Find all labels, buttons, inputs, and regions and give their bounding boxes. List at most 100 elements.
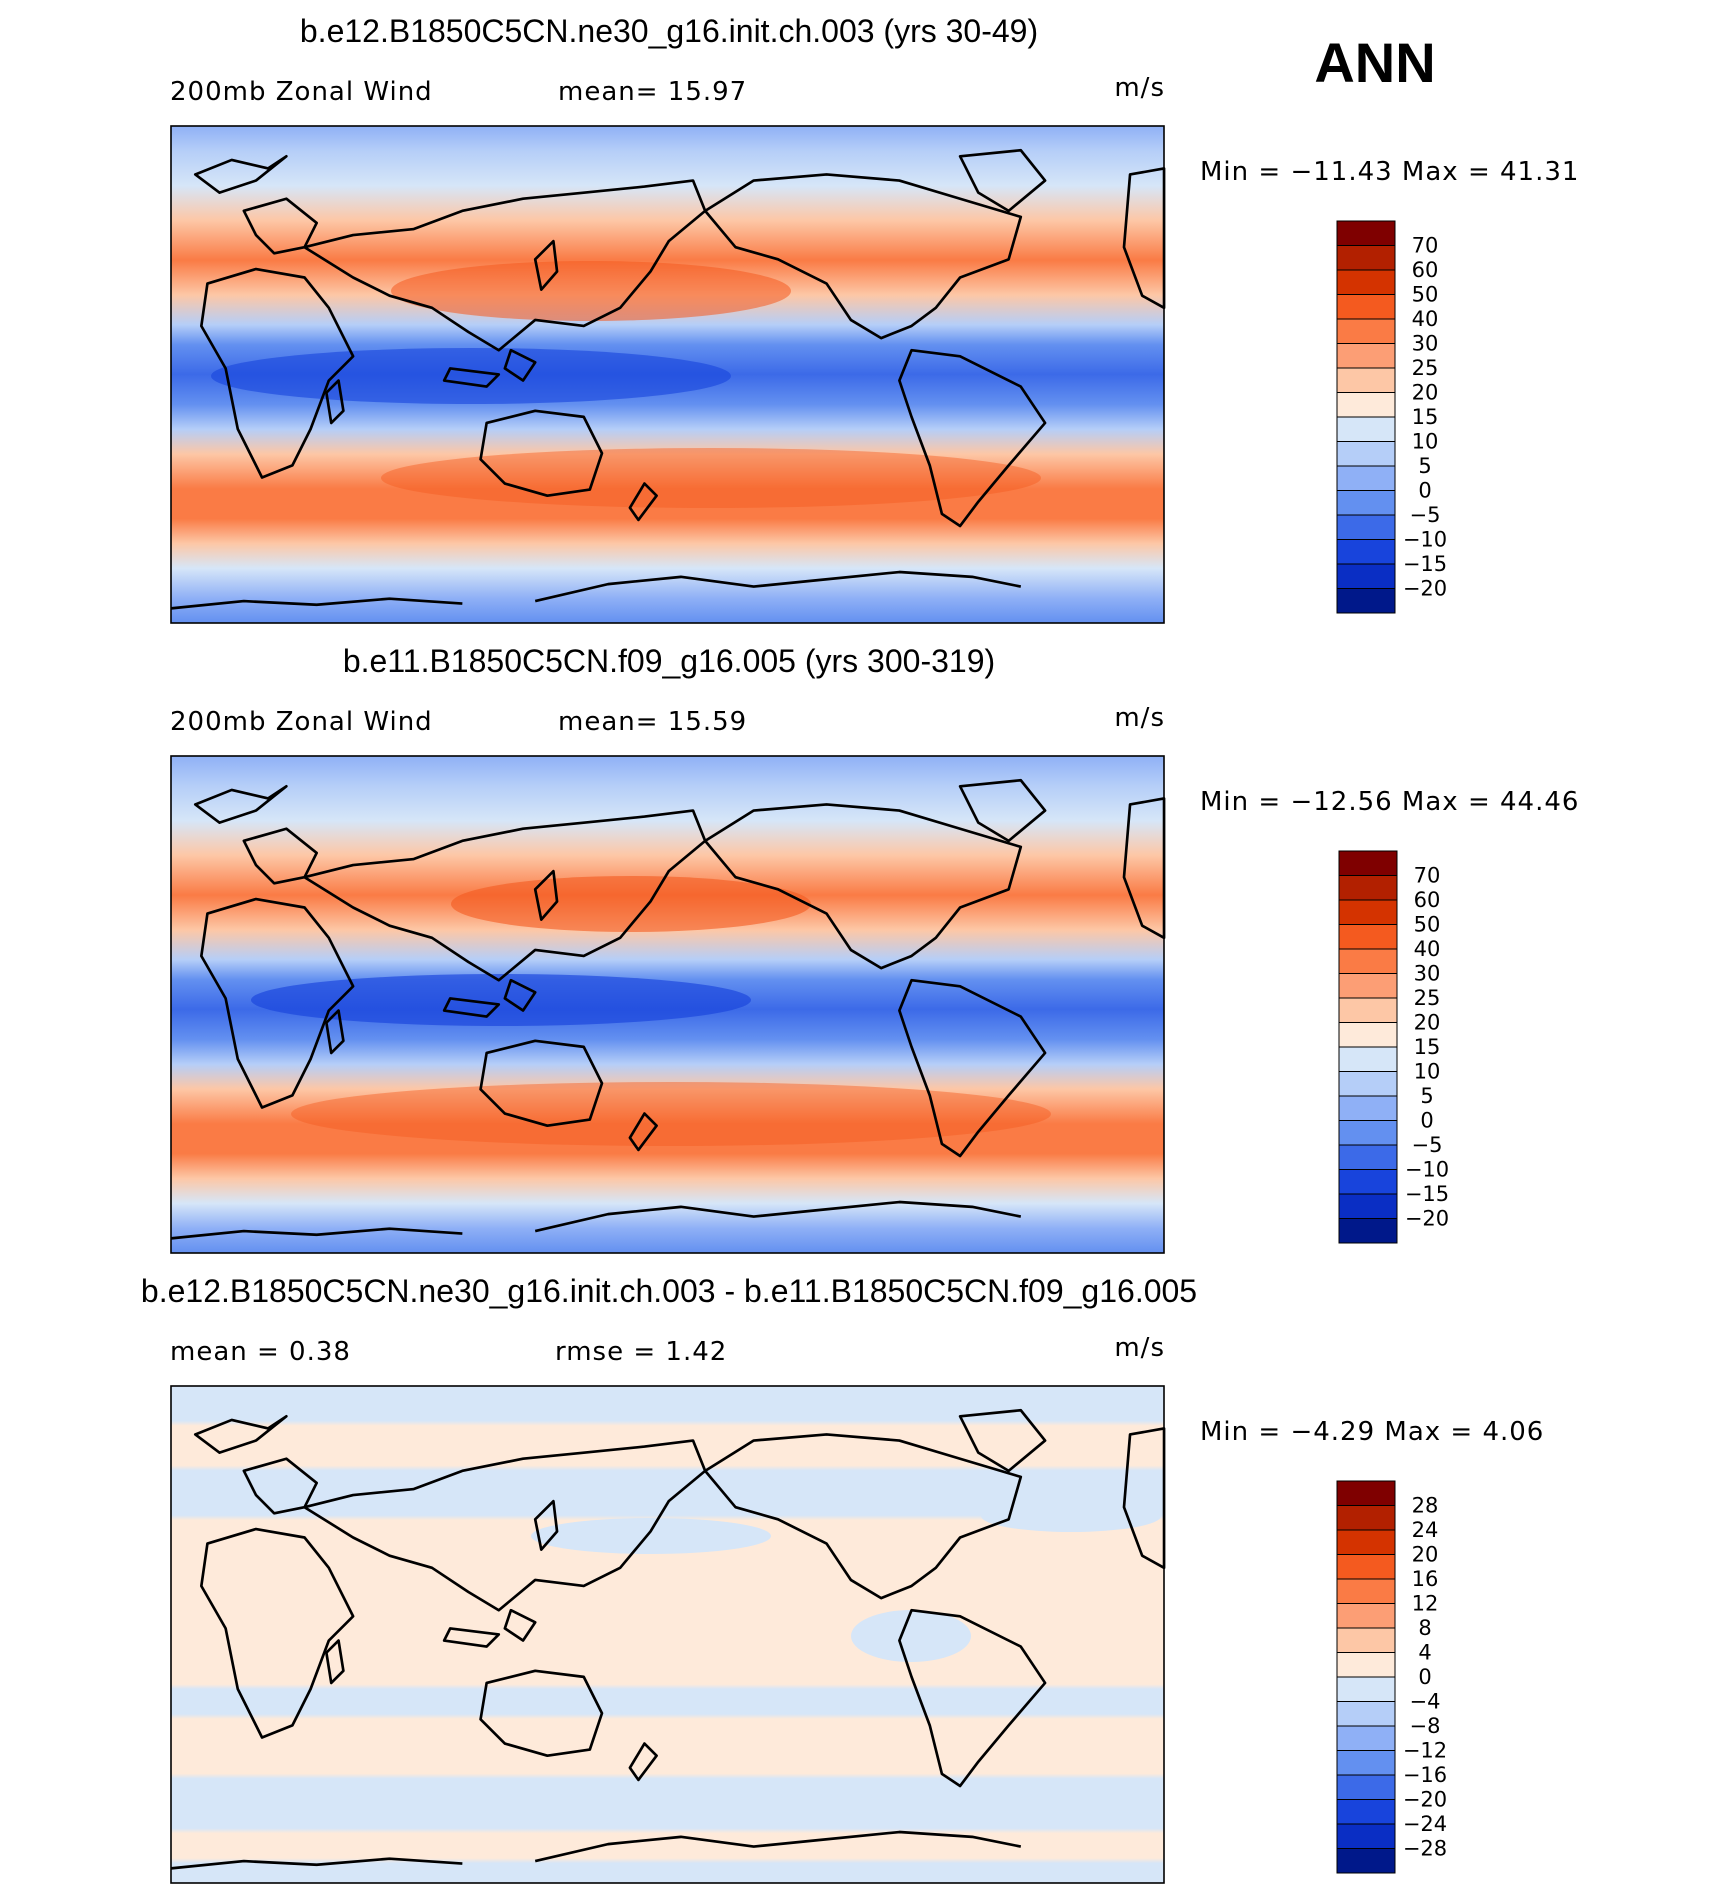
colorbar-tick-label: −16 <box>1403 1763 1447 1787</box>
colorbar-tick-label: 30 <box>1414 962 1441 986</box>
colorbar-tick-label: 25 <box>1412 356 1439 380</box>
colorbar-tick-label: 28 <box>1412 1494 1439 1518</box>
colorbar-swatch <box>1338 850 1398 876</box>
colorbar-tick-label: −15 <box>1403 552 1447 576</box>
panel-3: b.e12.B1850C5CN.ne30_g16.init.ch.003 - b… <box>141 1273 1543 1884</box>
map-frame <box>170 1385 1165 1884</box>
colorbar-tick-label: 20 <box>1414 1011 1441 1035</box>
colorbar-tick-label: −24 <box>1403 1812 1447 1836</box>
season-label: ANN <box>1314 31 1435 94</box>
colorbar-swatch <box>1338 1218 1398 1244</box>
map-field <box>171 1386 1164 1883</box>
colorbar-swatch <box>1336 367 1396 393</box>
units-label: m/s <box>1114 703 1165 733</box>
colorbar-tick-label: 0 <box>1418 1665 1431 1689</box>
colorbar-tick-label: 20 <box>1412 1543 1439 1567</box>
colorbar-swatch <box>1336 490 1396 516</box>
colorbar-tick-label: 24 <box>1412 1518 1439 1542</box>
colorbar-swatch <box>1336 465 1396 491</box>
colorbar-tick-label: 60 <box>1414 888 1441 912</box>
colorbar-swatch <box>1336 1774 1396 1800</box>
variable-label: 200mb Zonal Wind <box>170 77 433 107</box>
colorbar-swatch <box>1338 924 1398 950</box>
colorbar-swatch <box>1338 1120 1398 1146</box>
panel-2: b.e11.B1850C5CN.f09_g16.005 (yrs 300-319… <box>169 643 1579 1254</box>
colorbar-swatch <box>1338 1169 1398 1195</box>
colorbar-tick-label: 5 <box>1420 1084 1433 1108</box>
colorbar-swatch <box>1336 220 1396 246</box>
colorbar-swatch <box>1336 1505 1396 1531</box>
diff-mean-label: mean = 0.38 <box>170 1337 351 1367</box>
colorbar-swatch <box>1336 539 1396 565</box>
colorbar-swatch <box>1338 875 1398 901</box>
colorbar-swatch <box>1338 1071 1398 1097</box>
colorbar-swatch <box>1336 441 1396 467</box>
colorbar-tick-label: −15 <box>1405 1182 1449 1206</box>
colorbar-tick-label: 0 <box>1418 479 1431 503</box>
colorbar-tick-label: 10 <box>1414 1060 1441 1084</box>
colorbar-swatch <box>1336 1554 1396 1580</box>
colorbar-swatch <box>1336 416 1396 442</box>
panel-1: b.e12.B1850C5CN.ne30_g16.init.ch.003 (yr… <box>169 13 1578 624</box>
colorbar-swatch <box>1338 973 1398 999</box>
mean-label: mean= 15.97 <box>558 77 747 107</box>
colorbar-swatch <box>1338 1144 1398 1170</box>
panel-title: b.e11.B1850C5CN.f09_g16.005 (yrs 300-319… <box>343 643 995 679</box>
colorbar-tick-label: 70 <box>1412 234 1439 258</box>
colorbar-tick-label: 15 <box>1414 1035 1441 1059</box>
colorbar-swatch <box>1336 514 1396 540</box>
min-max-label: Min = −12.56 Max = 44.46 <box>1200 787 1579 817</box>
map-plot <box>169 1385 1166 1884</box>
map-frame <box>170 755 1165 1254</box>
map-frame <box>170 125 1165 624</box>
colorbar-swatch <box>1336 1578 1396 1604</box>
colorbar-tick-label: 0 <box>1420 1109 1433 1133</box>
colorbar-swatch <box>1336 1529 1396 1555</box>
colorbar-swatch <box>1338 1022 1398 1048</box>
colorbar-swatch <box>1336 1848 1396 1874</box>
easterly-core <box>211 348 731 404</box>
colorbar-tick-label: 8 <box>1418 1616 1431 1640</box>
map-plot <box>169 755 1166 1254</box>
colorbar-tick-label: 15 <box>1412 405 1439 429</box>
colorbar-swatch <box>1336 245 1396 271</box>
colorbar-tick-label: −4 <box>1410 1690 1441 1714</box>
negative-patch <box>851 1610 971 1662</box>
colorbar-tick-label: −5 <box>1410 503 1441 527</box>
colorbar-tick-label: −10 <box>1405 1158 1449 1182</box>
colorbar-tick-label: −10 <box>1403 528 1447 552</box>
colorbar-tick-label: −20 <box>1403 1788 1447 1812</box>
jet-core-north <box>391 261 791 321</box>
colorbar-swatch <box>1336 269 1396 295</box>
colorbar-swatch <box>1336 1652 1396 1678</box>
colorbar-tick-label: 60 <box>1412 258 1439 282</box>
units-label: m/s <box>1114 73 1165 103</box>
colorbar-swatch <box>1336 1480 1396 1506</box>
colorbar-swatch <box>1338 948 1398 974</box>
colorbar-swatch <box>1338 1095 1398 1121</box>
colorbar-tick-label: −20 <box>1405 1207 1449 1231</box>
colorbar-tick-label: 40 <box>1412 307 1439 331</box>
colorbar-tick-label: 50 <box>1414 913 1441 937</box>
rmse-label: rmse = 1.42 <box>555 1337 727 1367</box>
negative-patch <box>531 1518 771 1554</box>
colorbar-swatch <box>1336 392 1396 418</box>
colorbar-swatch <box>1336 1676 1396 1702</box>
colorbar-swatch <box>1336 588 1396 614</box>
jet-core-south <box>381 448 1041 508</box>
colorbar-tick-label: −5 <box>1412 1133 1443 1157</box>
colorbar-swatch <box>1336 1603 1396 1629</box>
colorbar-swatch <box>1336 294 1396 320</box>
colorbar-tick-label: 20 <box>1412 381 1439 405</box>
colorbar-tick-label: −28 <box>1403 1837 1447 1861</box>
colorbar-tick-label: −20 <box>1403 577 1447 601</box>
colorbar-swatch <box>1336 1701 1396 1727</box>
colorbar-swatch <box>1338 899 1398 925</box>
variable-label: 200mb Zonal Wind <box>170 707 433 737</box>
negative-patch <box>981 1500 1161 1532</box>
colorbar-swatch <box>1336 1627 1396 1653</box>
